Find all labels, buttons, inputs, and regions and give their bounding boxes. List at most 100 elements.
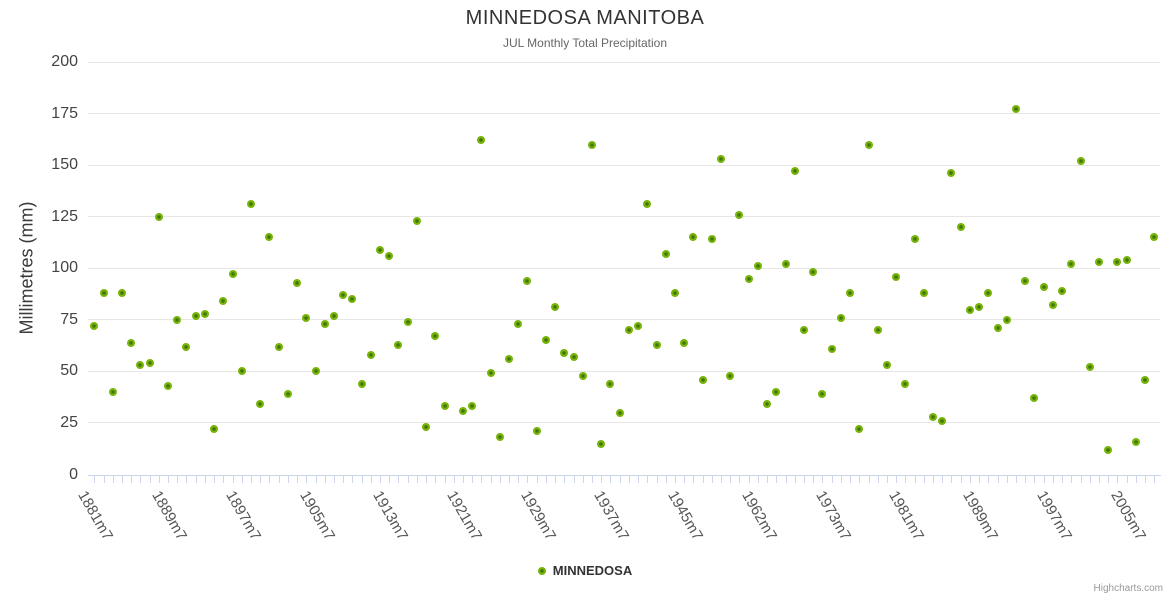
data-point[interactable]	[634, 322, 643, 330]
data-point[interactable]	[403, 317, 412, 326]
data-point[interactable]	[707, 235, 716, 244]
data-point[interactable]	[993, 324, 1002, 333]
data-point[interactable]	[855, 425, 864, 434]
data-point[interactable]	[1076, 157, 1085, 165]
data-point[interactable]	[265, 233, 274, 242]
data-point[interactable]	[182, 342, 191, 351]
data-point[interactable]	[1150, 233, 1159, 242]
data-point[interactable]	[412, 216, 421, 225]
data-point[interactable]	[1094, 258, 1103, 267]
data-point[interactable]	[597, 439, 606, 448]
data-point[interactable]	[283, 390, 292, 399]
data-point[interactable]	[90, 322, 99, 330]
data-point[interactable]	[191, 311, 200, 320]
data-point[interactable]	[339, 291, 348, 300]
data-point[interactable]	[256, 400, 265, 409]
data-point[interactable]	[551, 303, 560, 312]
data-point[interactable]	[873, 326, 882, 335]
data-point[interactable]	[689, 233, 698, 242]
data-point[interactable]	[606, 379, 615, 388]
data-point[interactable]	[293, 278, 302, 287]
legend-item-minnedosa[interactable]: MINNEDOSA	[0, 563, 1170, 578]
data-point[interactable]	[495, 433, 504, 442]
data-point[interactable]	[726, 371, 735, 380]
data-point[interactable]	[975, 303, 984, 312]
data-point[interactable]	[1104, 445, 1113, 454]
data-point[interactable]	[164, 381, 173, 390]
data-point[interactable]	[468, 402, 477, 411]
data-point[interactable]	[1002, 315, 1011, 324]
data-point[interactable]	[827, 344, 836, 353]
data-point[interactable]	[984, 289, 993, 297]
data-point[interactable]	[219, 297, 228, 306]
data-point[interactable]	[302, 313, 311, 322]
data-point[interactable]	[1113, 258, 1122, 267]
data-point[interactable]	[320, 319, 329, 328]
data-point[interactable]	[753, 262, 762, 271]
data-point[interactable]	[173, 315, 182, 324]
data-point[interactable]	[376, 245, 385, 254]
data-point[interactable]	[735, 210, 744, 219]
data-point[interactable]	[763, 400, 772, 409]
data-point[interactable]	[431, 332, 440, 341]
data-point[interactable]	[661, 249, 670, 258]
data-point[interactable]	[643, 200, 652, 209]
data-point[interactable]	[624, 326, 633, 335]
data-point[interactable]	[228, 270, 237, 279]
data-point[interactable]	[136, 361, 145, 370]
data-point[interactable]	[246, 200, 255, 209]
data-point[interactable]	[578, 371, 587, 380]
data-point[interactable]	[1141, 375, 1150, 384]
data-point[interactable]	[117, 289, 126, 297]
data-point[interactable]	[910, 235, 919, 244]
data-point[interactable]	[394, 340, 403, 349]
data-point[interactable]	[1067, 260, 1076, 269]
data-point[interactable]	[670, 289, 679, 297]
data-point[interactable]	[892, 272, 901, 281]
data-point[interactable]	[505, 355, 514, 363]
data-point[interactable]	[523, 276, 532, 285]
data-point[interactable]	[357, 379, 366, 388]
data-point[interactable]	[1030, 394, 1039, 403]
data-point[interactable]	[956, 223, 965, 231]
data-point[interactable]	[541, 336, 550, 345]
data-point[interactable]	[1039, 282, 1048, 291]
data-point[interactable]	[901, 379, 910, 388]
data-point[interactable]	[1021, 276, 1030, 285]
data-point[interactable]	[422, 423, 431, 432]
data-point[interactable]	[800, 326, 808, 335]
data-point[interactable]	[836, 313, 845, 322]
data-point[interactable]	[458, 406, 467, 415]
data-point[interactable]	[744, 274, 753, 283]
data-point[interactable]	[864, 140, 873, 149]
data-point[interactable]	[560, 348, 569, 357]
data-point[interactable]	[846, 289, 855, 297]
data-point[interactable]	[1085, 363, 1094, 372]
data-point[interactable]	[210, 425, 219, 434]
data-point[interactable]	[154, 212, 163, 221]
data-point[interactable]	[781, 260, 790, 269]
data-point[interactable]	[947, 169, 956, 178]
data-point[interactable]	[772, 388, 781, 396]
data-point[interactable]	[1122, 256, 1131, 264]
data-point[interactable]	[882, 361, 891, 370]
data-point[interactable]	[366, 350, 375, 359]
data-point[interactable]	[127, 338, 136, 347]
data-point[interactable]	[1012, 105, 1020, 114]
data-point[interactable]	[680, 338, 689, 347]
data-point[interactable]	[200, 309, 209, 318]
data-point[interactable]	[108, 388, 117, 396]
data-point[interactable]	[588, 140, 597, 149]
data-point[interactable]	[652, 340, 661, 349]
data-point[interactable]	[532, 427, 541, 436]
data-point[interactable]	[1048, 301, 1057, 310]
data-point[interactable]	[514, 319, 523, 328]
data-point[interactable]	[486, 369, 495, 378]
data-point[interactable]	[717, 154, 726, 163]
data-point[interactable]	[818, 390, 827, 399]
data-point[interactable]	[237, 367, 246, 376]
data-point[interactable]	[790, 167, 799, 176]
data-point[interactable]	[809, 268, 818, 277]
data-point[interactable]	[311, 367, 320, 376]
data-point[interactable]	[385, 251, 394, 260]
